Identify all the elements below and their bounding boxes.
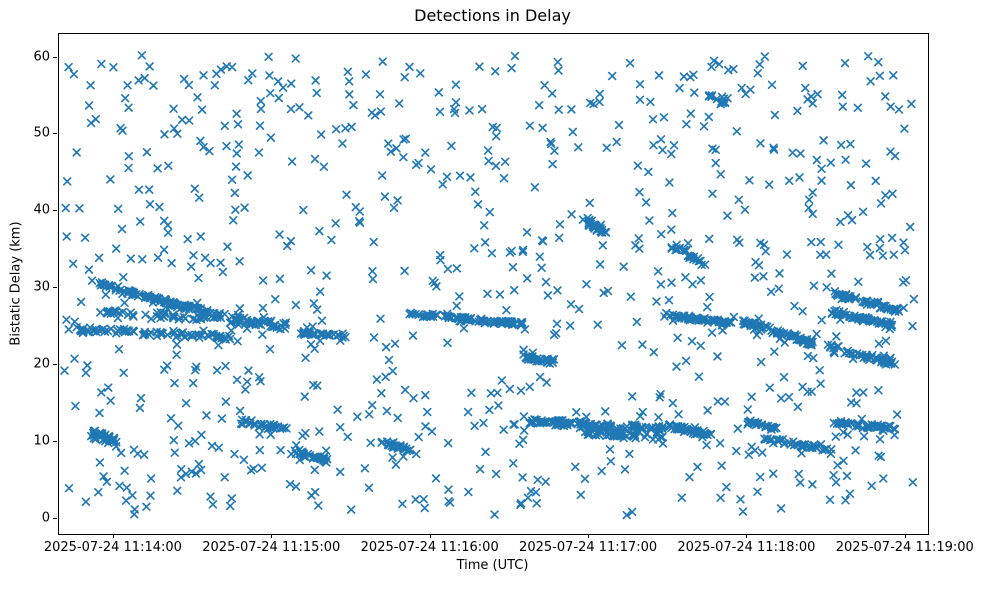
y-tick-mark	[53, 133, 57, 135]
y-tick-label: 50	[33, 125, 50, 141]
y-tick-label: 30	[33, 279, 50, 295]
x-tick-label: 2025-07-24 11:14:00	[43, 540, 182, 555]
x-tick-label: 2025-07-24 11:19:00	[835, 540, 974, 555]
x-tick-mark	[904, 534, 906, 538]
scatter-points	[60, 51, 919, 520]
x-tick-label: 2025-07-24 11:16:00	[360, 540, 499, 555]
y-tick-mark	[53, 210, 57, 212]
x-axis-label: Time (UTC)	[456, 558, 529, 573]
y-tick-mark	[53, 56, 57, 58]
x-tick-mark	[746, 534, 748, 538]
y-tick-label: 40	[33, 202, 50, 218]
x-tick-mark	[112, 534, 114, 538]
y-axis-label: Bistatic Delay (km)	[8, 221, 24, 346]
x-tick-mark	[429, 534, 431, 538]
y-tick-mark	[53, 287, 57, 289]
y-tick-label: 20	[33, 356, 50, 372]
y-tick-mark	[53, 518, 57, 519]
y-tick-mark	[53, 364, 57, 366]
chart-title: Detections in Delay	[414, 6, 571, 25]
plot-area	[58, 33, 929, 535]
y-tick-label: 10	[33, 433, 50, 449]
y-tick-label: 60	[33, 49, 50, 64]
x-marker-path	[60, 51, 919, 520]
y-tick-mark	[53, 441, 57, 443]
x-tick-mark	[271, 534, 273, 538]
x-tick-mark	[588, 534, 590, 538]
x-tick-label: 2025-07-24 11:15:00	[202, 540, 341, 555]
x-tick-label: 2025-07-24 11:17:00	[519, 540, 658, 555]
y-tick-label: 0	[41, 510, 50, 526]
x-tick-label: 2025-07-24 11:18:00	[677, 540, 816, 555]
